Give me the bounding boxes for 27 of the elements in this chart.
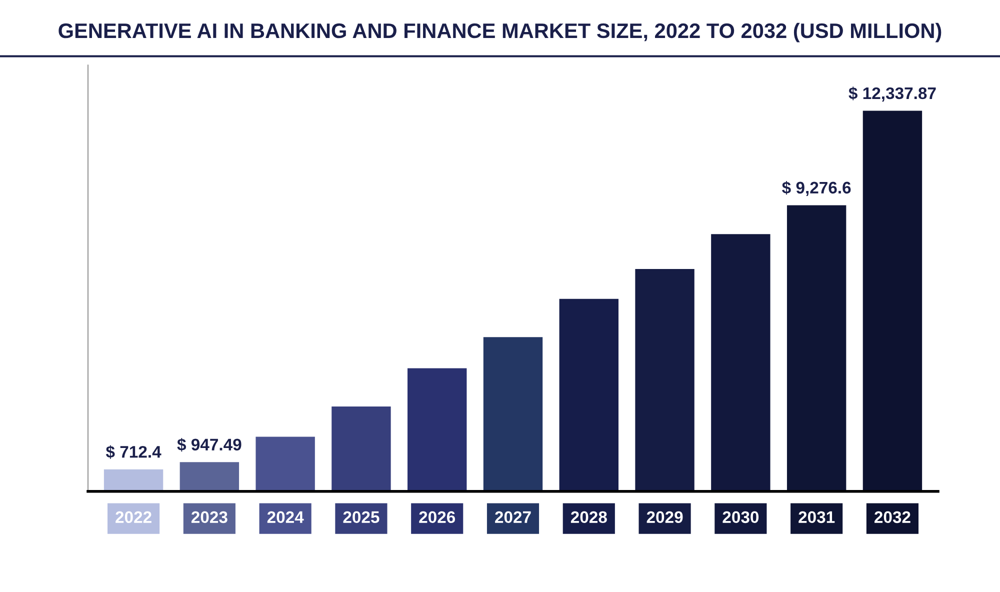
x-tick-label: 2023 — [191, 511, 228, 524]
x-tick-label: 2025 — [343, 511, 380, 524]
x-tick-label: 2022 — [116, 511, 152, 524]
x-tick-label: 2031 — [798, 511, 835, 524]
bar — [483, 337, 543, 492]
bar — [332, 406, 391, 492]
data-label: $ 947.49 — [177, 438, 242, 452]
x-tick-label: 2030 — [722, 511, 759, 524]
bar — [559, 298, 618, 492]
bar — [711, 234, 770, 492]
data-label: $ 712.4 — [106, 445, 162, 459]
bar — [180, 462, 240, 492]
x-tick-label: 2032 — [874, 511, 910, 524]
data-label: $ 9,276.6 — [782, 181, 851, 196]
data-label: $ 12,337.87 — [848, 86, 936, 102]
bar — [408, 368, 467, 492]
bar — [862, 110, 922, 492]
bar — [635, 268, 694, 492]
bar — [256, 436, 315, 492]
x-tick-label: 2029 — [646, 511, 683, 524]
x-tick-label: 2028 — [570, 511, 607, 524]
bar — [104, 469, 164, 492]
bar — [786, 205, 846, 492]
chart-title: GENERATIVE AI IN BANKING AND FINANCE MARKET SIZE, 2022 TO 2032 (USD MILLION) — [58, 22, 942, 42]
x-tick-label: 2027 — [495, 511, 531, 524]
x-tick-label: 2026 — [419, 511, 456, 524]
x-tick-label: 2024 — [267, 511, 304, 524]
